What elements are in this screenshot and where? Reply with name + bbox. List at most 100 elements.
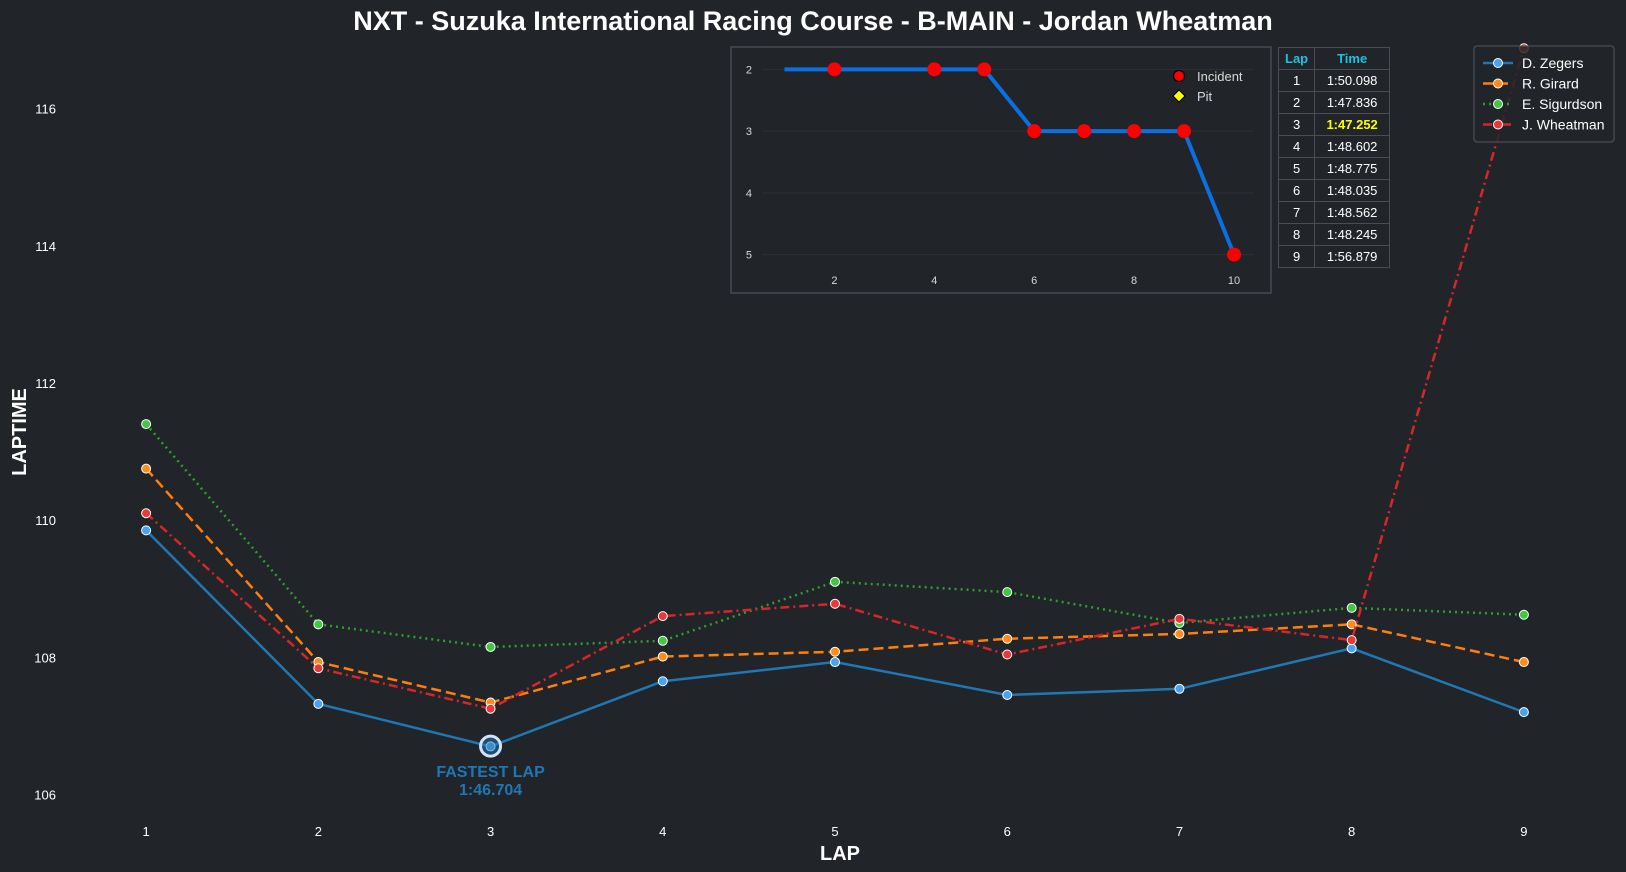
position-line [784, 67, 1236, 256]
series-point [657, 651, 668, 662]
incident-legend-label: Incident [1197, 69, 1243, 84]
inset-y-tick-label: 2 [746, 64, 752, 76]
inset-x-tick-label: 8 [1131, 275, 1137, 287]
incident-marker [1177, 124, 1192, 139]
lap-time-cell: 1:47.836 [1314, 91, 1391, 114]
incident-marker [1077, 124, 1092, 139]
inset-x-tick-label: 10 [1228, 275, 1240, 287]
table-header-time: Time [1314, 47, 1391, 70]
series-point [1346, 619, 1357, 630]
series-point [313, 663, 324, 674]
series-point [830, 646, 840, 657]
lap-time-cell: 1:48.775 [1314, 157, 1391, 180]
series-point [1346, 602, 1357, 613]
y-tick-label: 106 [34, 787, 56, 802]
y-tick-label: 108 [34, 650, 56, 665]
lap-number-cell: 8 [1277, 223, 1316, 246]
fastest-lap-label: FASTEST LAP [436, 764, 545, 781]
x-tick-label: 1 [142, 824, 149, 839]
legend-label: E. Sigurdson [1522, 96, 1602, 112]
table-row: 6 1:48.035 [1277, 179, 1391, 202]
lap-number-cell: 6 [1277, 179, 1316, 202]
series-point [1002, 689, 1013, 700]
series-point [1002, 649, 1013, 660]
y-axis-label: LAPTIME [9, 388, 31, 476]
series-point [1002, 633, 1013, 644]
incident-marker [1127, 124, 1142, 139]
x-tick-label: 9 [1520, 824, 1527, 839]
series-point [1174, 683, 1185, 694]
x-tick-label: 4 [659, 824, 666, 839]
table-row: 8 1:48.245 [1277, 223, 1391, 246]
y-tick-label: 110 [35, 513, 56, 528]
series-point [1346, 635, 1357, 646]
x-tick-label: 7 [1176, 824, 1183, 839]
legend-label: D. Zegers [1522, 55, 1583, 71]
lap-number-cell: 1 [1277, 69, 1316, 92]
lap-time-cell: 1:48.562 [1314, 201, 1391, 224]
series-point [657, 611, 668, 622]
lap-time-cell: 1:48.035 [1314, 179, 1391, 202]
lap-number-cell: 9 [1277, 245, 1316, 268]
incident-marker [1027, 124, 1042, 139]
series-point [657, 635, 668, 646]
y-tick-label: 116 [35, 102, 56, 117]
legend-label: J. Wheatman [1522, 117, 1604, 133]
incident-marker [1227, 247, 1242, 262]
series-point [485, 641, 496, 652]
lap-number-cell: 3 [1277, 113, 1316, 136]
table-header-lap: Lap [1277, 47, 1316, 70]
series-point [830, 598, 840, 609]
series-point [1346, 643, 1357, 654]
legend-marker [1493, 119, 1503, 130]
inset-x-tick-label: 4 [931, 275, 937, 287]
series-point [657, 676, 668, 687]
table-header-row: Lap Time [1277, 47, 1391, 70]
legend-marker [1493, 58, 1503, 68]
inset-frame [730, 46, 1272, 294]
x-tick-label: 3 [487, 824, 494, 839]
series-point [485, 703, 496, 714]
x-axis-label: LAP [820, 843, 860, 865]
series-point [1002, 587, 1013, 598]
series-line [145, 423, 1524, 649]
lap-number-cell: 5 [1277, 157, 1316, 180]
fastest-lap-marker [479, 734, 503, 758]
lap-number-cell: 2 [1277, 91, 1316, 114]
pit-legend-icon [1172, 89, 1186, 103]
inset-y-tick-label: 4 [746, 188, 752, 200]
table-row: 9 1:56.879 [1277, 245, 1391, 268]
table-row: 2 1:47.836 [1277, 91, 1391, 114]
legend-marker [1493, 99, 1503, 109]
x-tick-label: 2 [315, 824, 322, 839]
lap-time-cell: 1:56.879 [1314, 245, 1391, 268]
inset-x-tick-label: 6 [1031, 275, 1037, 287]
table-row: 7 1:48.562 [1277, 201, 1391, 224]
x-tick-label: 5 [831, 824, 838, 839]
inset-y-tick-label: 5 [746, 250, 752, 262]
chart-title: NXT - Suzuka International Racing Course… [353, 6, 1273, 36]
series-point [141, 419, 152, 430]
x-tick-label: 6 [1004, 824, 1011, 839]
series-point [141, 525, 152, 536]
series-point [1518, 707, 1529, 718]
legend-marker [1493, 78, 1503, 89]
lap-number-cell: 4 [1277, 135, 1316, 158]
lap-time-cell: 1:50.098 [1314, 69, 1391, 92]
series-point [1518, 657, 1529, 668]
legend-box [1473, 45, 1615, 143]
lap-time-cell: 1:48.602 [1314, 135, 1391, 158]
fastest-lap-time: 1:46.704 [459, 782, 522, 799]
lap-time-table: Lap Time 1 1:50.098 2 1:47.836 3 1:47.252 4 1:4… [1277, 47, 1391, 268]
incident-marker [827, 62, 842, 77]
pit-legend-label: Pit [1197, 89, 1213, 104]
table-row: 3 1:47.252 [1277, 113, 1391, 136]
inset-x-tick-label: 2 [831, 275, 837, 287]
incident-marker [927, 62, 942, 77]
position-inset-chart: 2 3 4 5 2 4 6 8 10 Incident Pit [730, 46, 1272, 294]
table-row: 1 1:50.098 [1277, 69, 1391, 92]
series-point [141, 508, 152, 519]
series-point [830, 576, 840, 587]
